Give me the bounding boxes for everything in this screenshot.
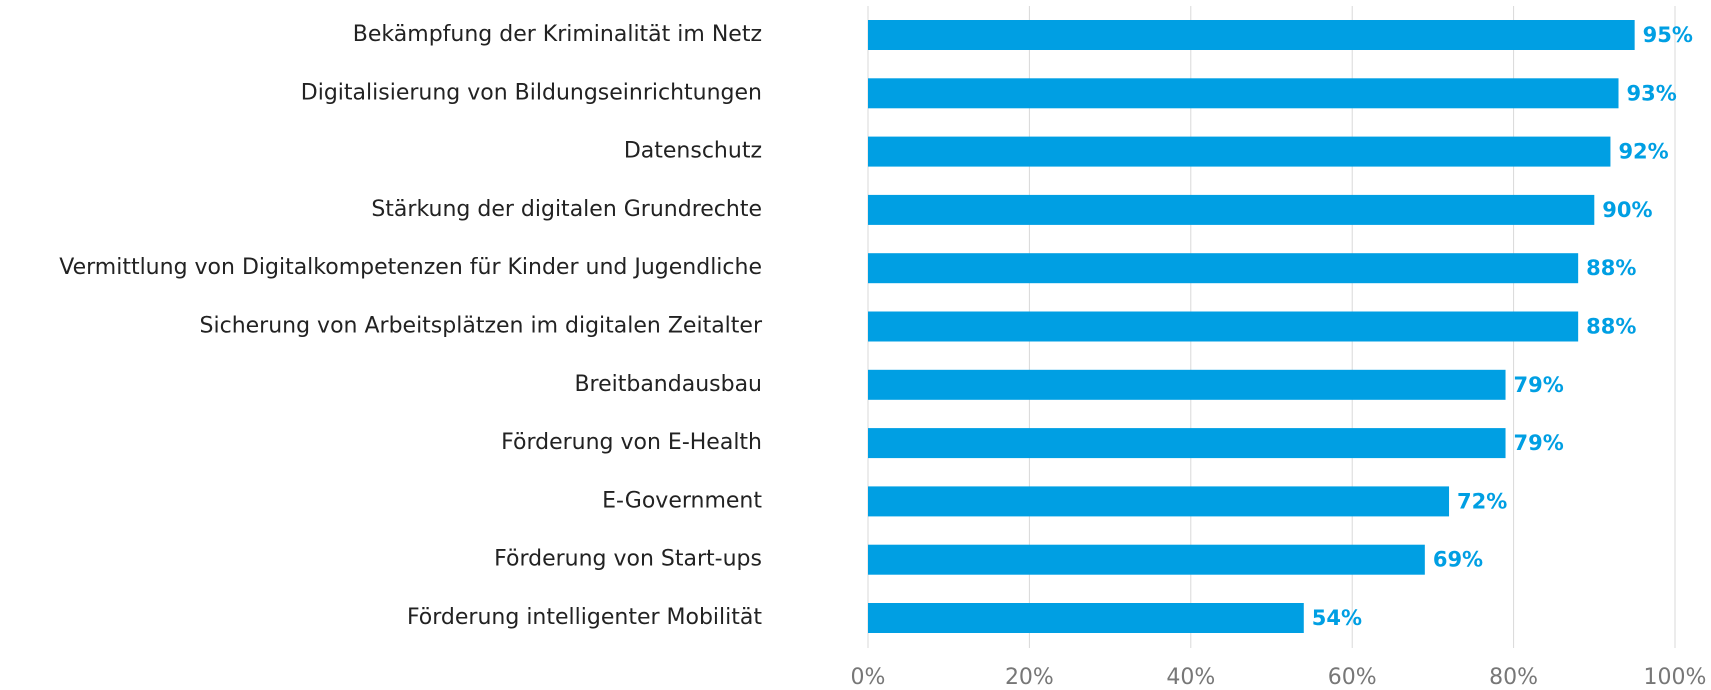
bar (868, 78, 1619, 109)
category-label: Sicherung von Arbeitsplätzen im digitale… (200, 314, 763, 339)
value-label: 72% (1457, 489, 1507, 513)
value-label: 93% (1627, 81, 1677, 105)
x-tick-label: 20% (1005, 665, 1054, 690)
value-label: 95% (1643, 23, 1693, 47)
category-label: Stärkung der digitalen Grundrechte (371, 197, 762, 222)
value-label: 88% (1586, 315, 1636, 339)
bar (868, 20, 1635, 50)
x-tick-label: 80% (1489, 665, 1538, 690)
x-tick-label: 0% (851, 665, 886, 690)
value-label: 79% (1514, 431, 1564, 455)
bar (868, 544, 1425, 575)
x-tick-label: 60% (1328, 665, 1377, 690)
value-label: 92% (1618, 140, 1668, 164)
category-label: E-Government (602, 488, 762, 513)
category-label: Digitalisierung von Bildungseinrichtunge… (301, 80, 762, 105)
value-label: 88% (1586, 256, 1636, 280)
value-label: 69% (1433, 548, 1483, 572)
x-tick-label: 40% (1166, 665, 1215, 690)
bar (868, 253, 1579, 284)
value-label: 54% (1312, 606, 1362, 630)
category-label: Breitbandausbau (574, 372, 762, 397)
category-label: Förderung intelligenter Mobilität (407, 605, 762, 630)
bar (868, 603, 1304, 633)
bar (868, 311, 1579, 342)
bar (868, 428, 1506, 459)
bar (868, 369, 1506, 400)
x-tick-label: 100% (1644, 665, 1707, 690)
category-label: Förderung von Start-ups (494, 547, 762, 572)
category-label: Vermittlung von Digitalkompetenzen für K… (59, 255, 762, 280)
category-label: Förderung von E-Health (501, 430, 762, 455)
bar (868, 194, 1595, 225)
category-label: Bekämpfung der Kriminalität im Netz (353, 22, 762, 47)
bar (868, 486, 1450, 517)
category-label: Datenschutz (624, 139, 762, 164)
value-label: 90% (1602, 198, 1652, 222)
value-label: 79% (1514, 373, 1564, 397)
bar (868, 136, 1611, 167)
